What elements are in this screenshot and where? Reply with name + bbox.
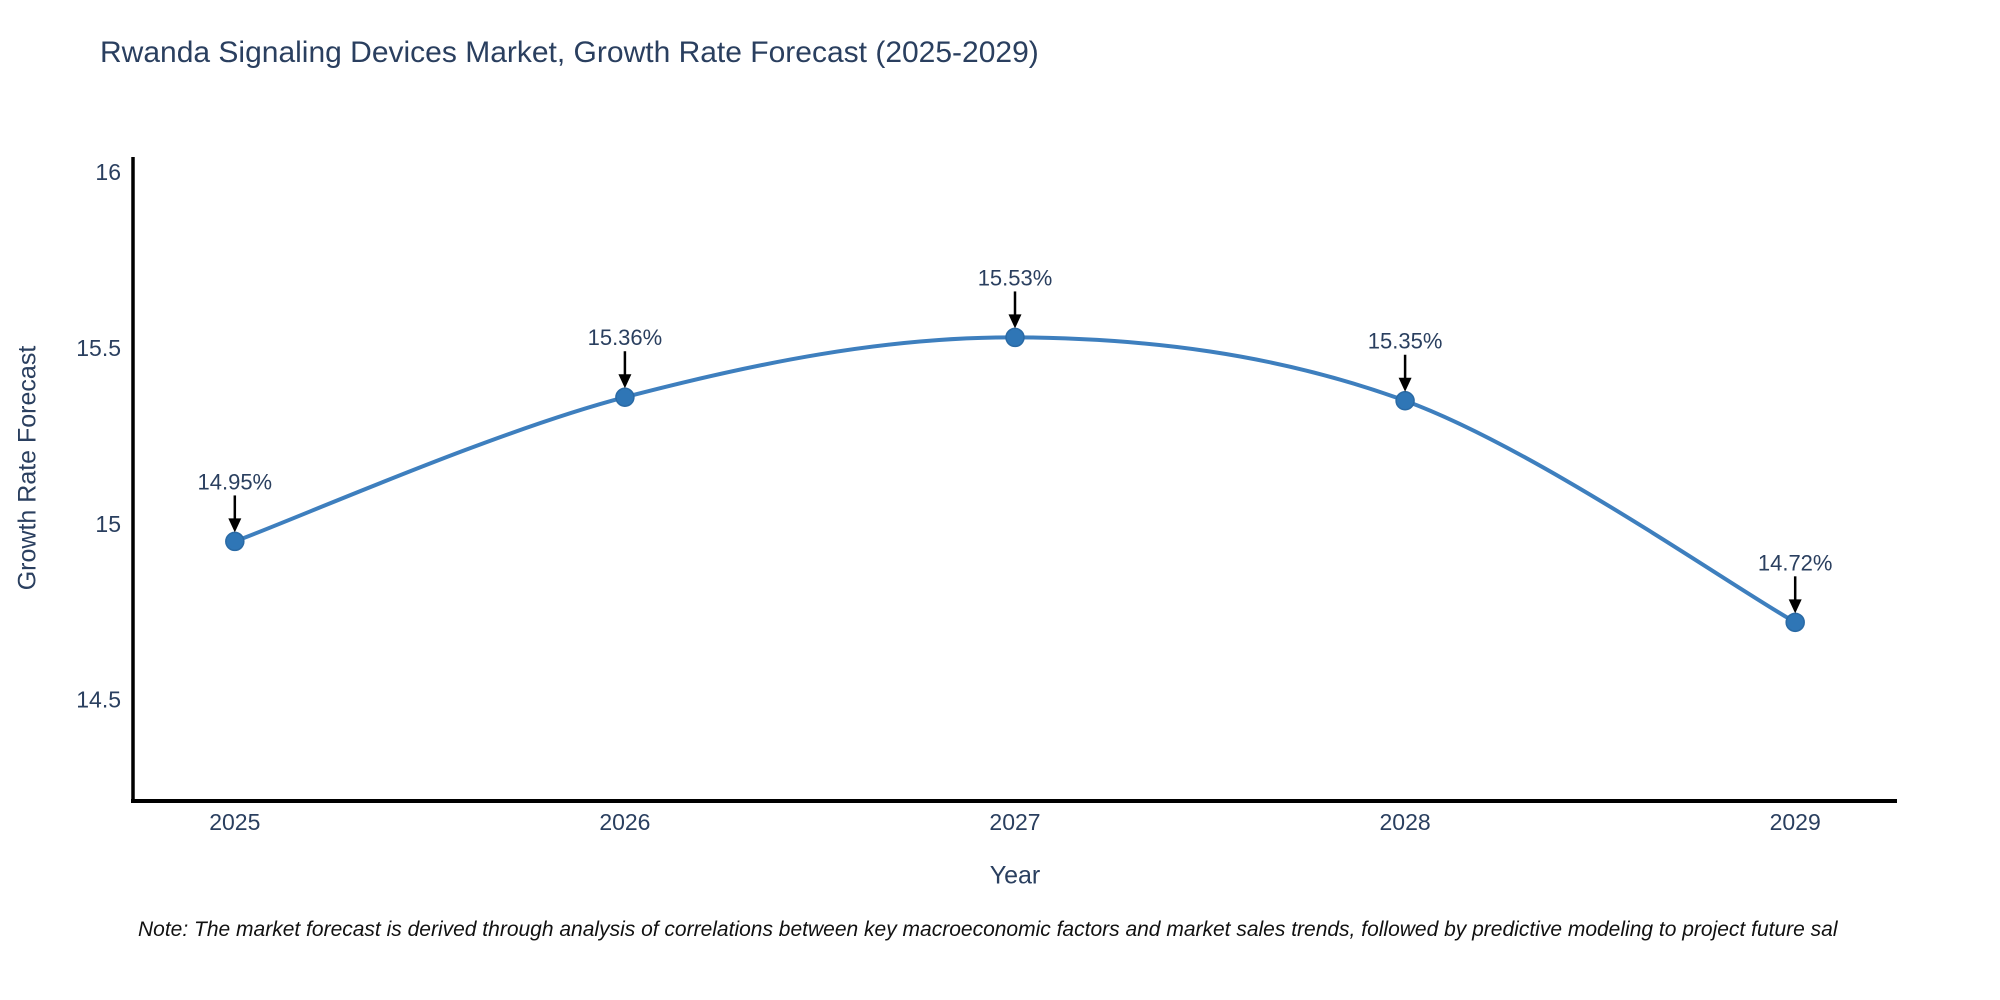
data-point-label: 15.53%	[978, 265, 1053, 290]
x-axis-title: Year	[989, 861, 1041, 890]
x-tick-label: 2025	[209, 809, 260, 835]
x-tick-label: 2026	[599, 809, 650, 835]
annotation-arrowhead	[1008, 314, 1022, 329]
x-tick-label: 2027	[989, 809, 1040, 835]
trend-line	[232, 335, 1798, 625]
data-point-marker	[1785, 612, 1805, 633]
data-point-marker	[225, 531, 245, 552]
y-tick-label: 16	[95, 159, 121, 185]
annotation-arrowhead	[1788, 599, 1802, 614]
x-tick-label: 2028	[1380, 809, 1431, 835]
y-tick-label: 14.5	[76, 687, 121, 713]
data-point-label: 15.35%	[1368, 329, 1443, 354]
y-tick-label: 15.5	[76, 335, 121, 361]
data-point-marker	[1005, 327, 1025, 348]
y-axis-title: Growth Rate Forecast	[13, 345, 42, 591]
chart-title: Rwanda Signaling Devices Market, Growth …	[100, 36, 1039, 69]
data-point-label: 15.36%	[588, 325, 663, 350]
data-point-marker	[615, 387, 635, 407]
annotation-arrowhead	[228, 518, 242, 533]
annotation-arrowhead	[618, 374, 632, 389]
data-point-marker	[1395, 390, 1415, 411]
data-point-label: 14.95%	[198, 469, 273, 494]
y-tick-label: 15	[95, 511, 121, 537]
data-point-label: 14.72%	[1758, 550, 1833, 575]
x-tick-label: 2029	[1770, 809, 1821, 835]
footnote: Note: The market forecast is derived thr…	[138, 918, 1838, 941]
annotation-arrowhead	[1398, 377, 1412, 392]
